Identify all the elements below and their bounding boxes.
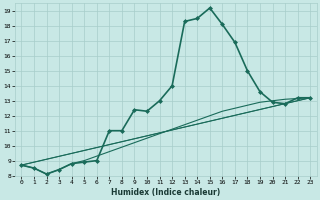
- X-axis label: Humidex (Indice chaleur): Humidex (Indice chaleur): [111, 188, 220, 197]
